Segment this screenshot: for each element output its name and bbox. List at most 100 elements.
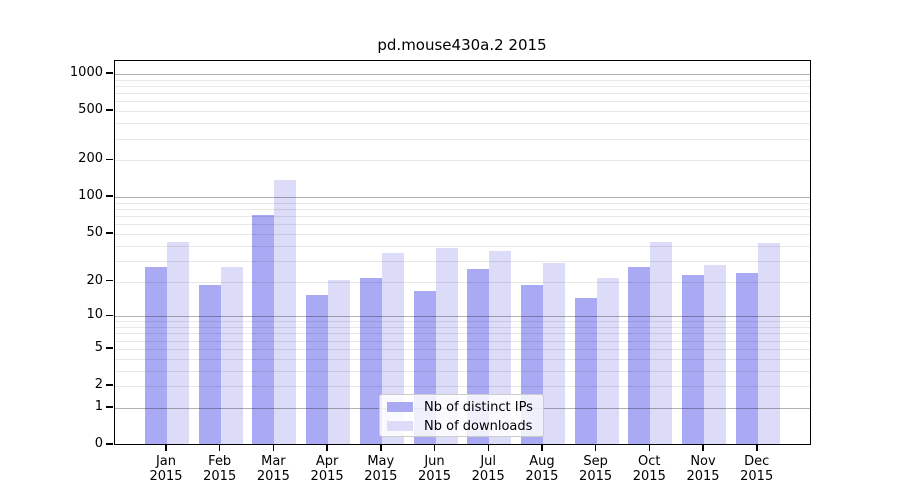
x-axis-tick-label: May 2015	[364, 454, 398, 484]
bar-distinct-ips-nov	[682, 275, 704, 444]
bar-downloads-mar	[274, 179, 297, 444]
x-axis-tick	[648, 444, 650, 451]
x-axis-tick-label: Aug 2015	[525, 454, 559, 484]
bar-downloads-nov	[704, 264, 726, 444]
gridline-minor	[114, 216, 810, 218]
x-axis-tick	[165, 444, 167, 451]
x-axis-tick-label: Sep 2015	[579, 454, 613, 484]
y-axis-tick-label: 5	[94, 339, 103, 355]
x-axis-tick	[433, 444, 436, 451]
y-axis-tick	[106, 443, 113, 445]
x-axis-tick-label: Nov 2015	[686, 454, 720, 484]
legend-label-downloads: Nb of downloads	[424, 418, 533, 434]
bar-distinct-ips-jan	[145, 266, 167, 444]
x-axis-tick-label: Dec 2015	[740, 454, 774, 484]
gridline-minor	[114, 260, 810, 262]
legend-swatch-distinct-ips	[386, 402, 413, 412]
gridline-minor	[114, 333, 810, 335]
gridline-minor	[114, 358, 810, 360]
gridline-minor	[114, 123, 810, 125]
x-axis-tick-label: Feb 2015	[203, 454, 237, 484]
y-axis-tick-label: 500	[78, 102, 103, 118]
gridline-minor	[114, 101, 810, 103]
gridline-minor	[114, 79, 810, 81]
gridline-minor	[114, 321, 810, 323]
gridline-minor	[114, 209, 810, 210]
gridline-minor	[114, 224, 810, 226]
legend-item-distinct-ips: Nb of distinct IPs	[380, 400, 543, 415]
legend-item-downloads: Nb of downloads	[380, 419, 543, 434]
gridline-minor	[114, 348, 810, 350]
x-axis-tick	[487, 444, 489, 451]
bar-distinct-ips-may	[359, 277, 382, 444]
bar-distinct-ips-dec	[735, 272, 758, 444]
gridline-minor	[114, 138, 810, 140]
gridline-minor	[114, 370, 810, 372]
gridline-minor	[114, 202, 810, 204]
bar-downloads-oct	[650, 241, 673, 444]
gridline-major	[114, 197, 810, 199]
gridline-minor	[114, 86, 810, 87]
gridline-minor	[114, 327, 810, 328]
x-axis-tick	[702, 444, 704, 451]
y-axis-tick	[106, 384, 113, 386]
y-axis-tick-label: 200	[78, 151, 103, 167]
grid-layer	[114, 61, 810, 444]
bar-downloads-apr	[328, 280, 351, 444]
legend: Nb of distinct IPs Nb of downloads	[378, 394, 544, 437]
x-axis-tick-label: Mar 2015	[256, 454, 290, 484]
y-axis-tick-label: 100	[78, 188, 103, 204]
gridline-minor	[114, 233, 810, 235]
bar-downloads-sep	[596, 277, 619, 444]
y-axis-tick-label: 2	[94, 377, 103, 392]
gridline-major	[114, 316, 810, 318]
y-axis-tick-label: 50	[86, 224, 103, 240]
y-axis-tick	[106, 195, 113, 197]
y-axis-tick	[106, 314, 113, 316]
gridline-minor	[114, 93, 810, 95]
y-axis-tick	[106, 109, 113, 111]
plot-area	[113, 59, 811, 445]
x-axis-tick-label: Oct 2015	[632, 454, 666, 484]
y-axis-tick-label: 1	[94, 398, 103, 414]
bar-distinct-ips-feb	[198, 285, 221, 444]
x-axis-tick	[380, 444, 382, 451]
bar-distinct-ips-oct	[628, 266, 651, 444]
bar-distinct-ips-sep	[574, 298, 597, 444]
y-axis-tick	[106, 347, 113, 349]
gridline-minor	[114, 386, 810, 387]
x-axis-tick	[326, 444, 328, 451]
y-axis-tick	[106, 279, 113, 282]
y-axis-tick-label: 0	[94, 436, 103, 451]
x-axis-tick	[272, 444, 275, 451]
x-axis-tick	[594, 444, 597, 451]
bar-downloads-aug	[542, 262, 565, 444]
gridline-minor	[114, 245, 810, 247]
y-axis-tick	[106, 158, 113, 160]
x-axis-tick-label: Jul 2015	[471, 454, 505, 484]
gridline-minor	[114, 160, 810, 162]
bar-distinct-ips-apr	[306, 294, 329, 444]
x-axis-tick	[541, 444, 543, 451]
x-axis-tick-label: Apr 2015	[310, 454, 344, 484]
gridline-major	[114, 74, 810, 76]
bar-downloads-feb	[220, 266, 243, 444]
gridline-minor	[114, 111, 810, 113]
y-axis-tick-label: 20	[86, 272, 103, 288]
legend-swatch-downloads	[386, 421, 413, 431]
bar-downloads-jan	[167, 241, 189, 444]
x-axis-tick-label: Jan 2015	[149, 454, 183, 484]
y-axis-tick	[106, 406, 113, 408]
y-axis-tick-label: 10	[86, 307, 103, 323]
gridline-minor	[114, 340, 810, 342]
bar-downloads-dec	[757, 242, 780, 444]
gridline-minor	[114, 281, 810, 283]
legend-label-distinct-ips: Nb of distinct IPs	[424, 399, 533, 415]
x-axis-tick-label: Jun 2015	[417, 454, 452, 484]
y-axis-tick	[106, 232, 113, 234]
bar-distinct-ips-mar	[252, 214, 275, 444]
bars-layer	[115, 61, 810, 444]
chart-title: pd.mouse430a.2 2015	[377, 36, 547, 54]
